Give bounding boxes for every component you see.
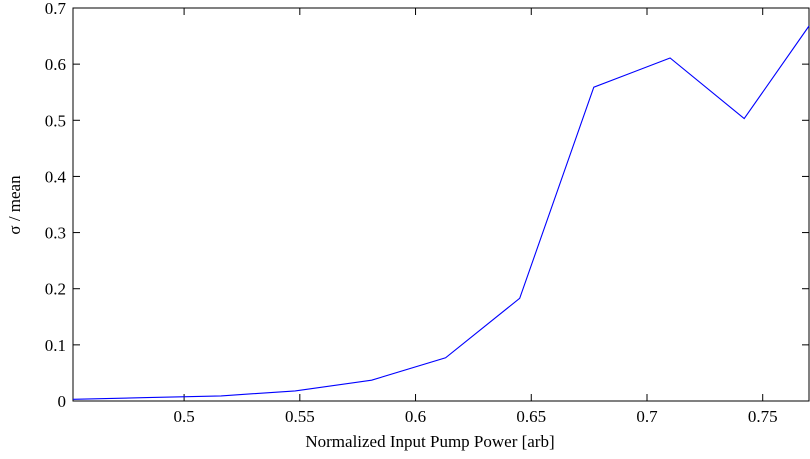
x-tick-label: 0.5 bbox=[173, 407, 194, 426]
y-tick-label: 0.3 bbox=[45, 224, 66, 243]
series-layer bbox=[72, 25, 810, 400]
y-axis-ticks: 0 0.1 0.2 0.3 0.4 0.5 0.6 0.7 bbox=[45, 0, 809, 411]
x-axis-label: Normalized Input Pump Power [arb] bbox=[305, 432, 554, 451]
y-tick-label: 0.7 bbox=[45, 0, 67, 18]
y-axis-label: σ / mean bbox=[5, 175, 24, 235]
x-axis-ticks: 0.5 0.55 0.6 0.65 0.7 0.75 bbox=[173, 8, 778, 426]
y-tick-label: 0.4 bbox=[45, 167, 67, 186]
y-tick-label: 0.5 bbox=[45, 111, 66, 130]
x-tick-label: 0.7 bbox=[636, 407, 658, 426]
plot-area bbox=[72, 7, 810, 402]
x-tick-label: 0.55 bbox=[285, 407, 315, 426]
series-line-0 bbox=[72, 25, 810, 400]
x-tick-label: 0.65 bbox=[516, 407, 546, 426]
y-tick-label: 0.6 bbox=[45, 55, 66, 74]
plot-frame bbox=[72, 7, 810, 402]
x-tick-label: 0.75 bbox=[748, 407, 778, 426]
y-tick-label: 0.1 bbox=[45, 336, 66, 355]
y-tick-label: 0.2 bbox=[45, 280, 66, 299]
x-tick-label: 0.6 bbox=[405, 407, 426, 426]
y-tick-label: 0 bbox=[58, 392, 67, 411]
